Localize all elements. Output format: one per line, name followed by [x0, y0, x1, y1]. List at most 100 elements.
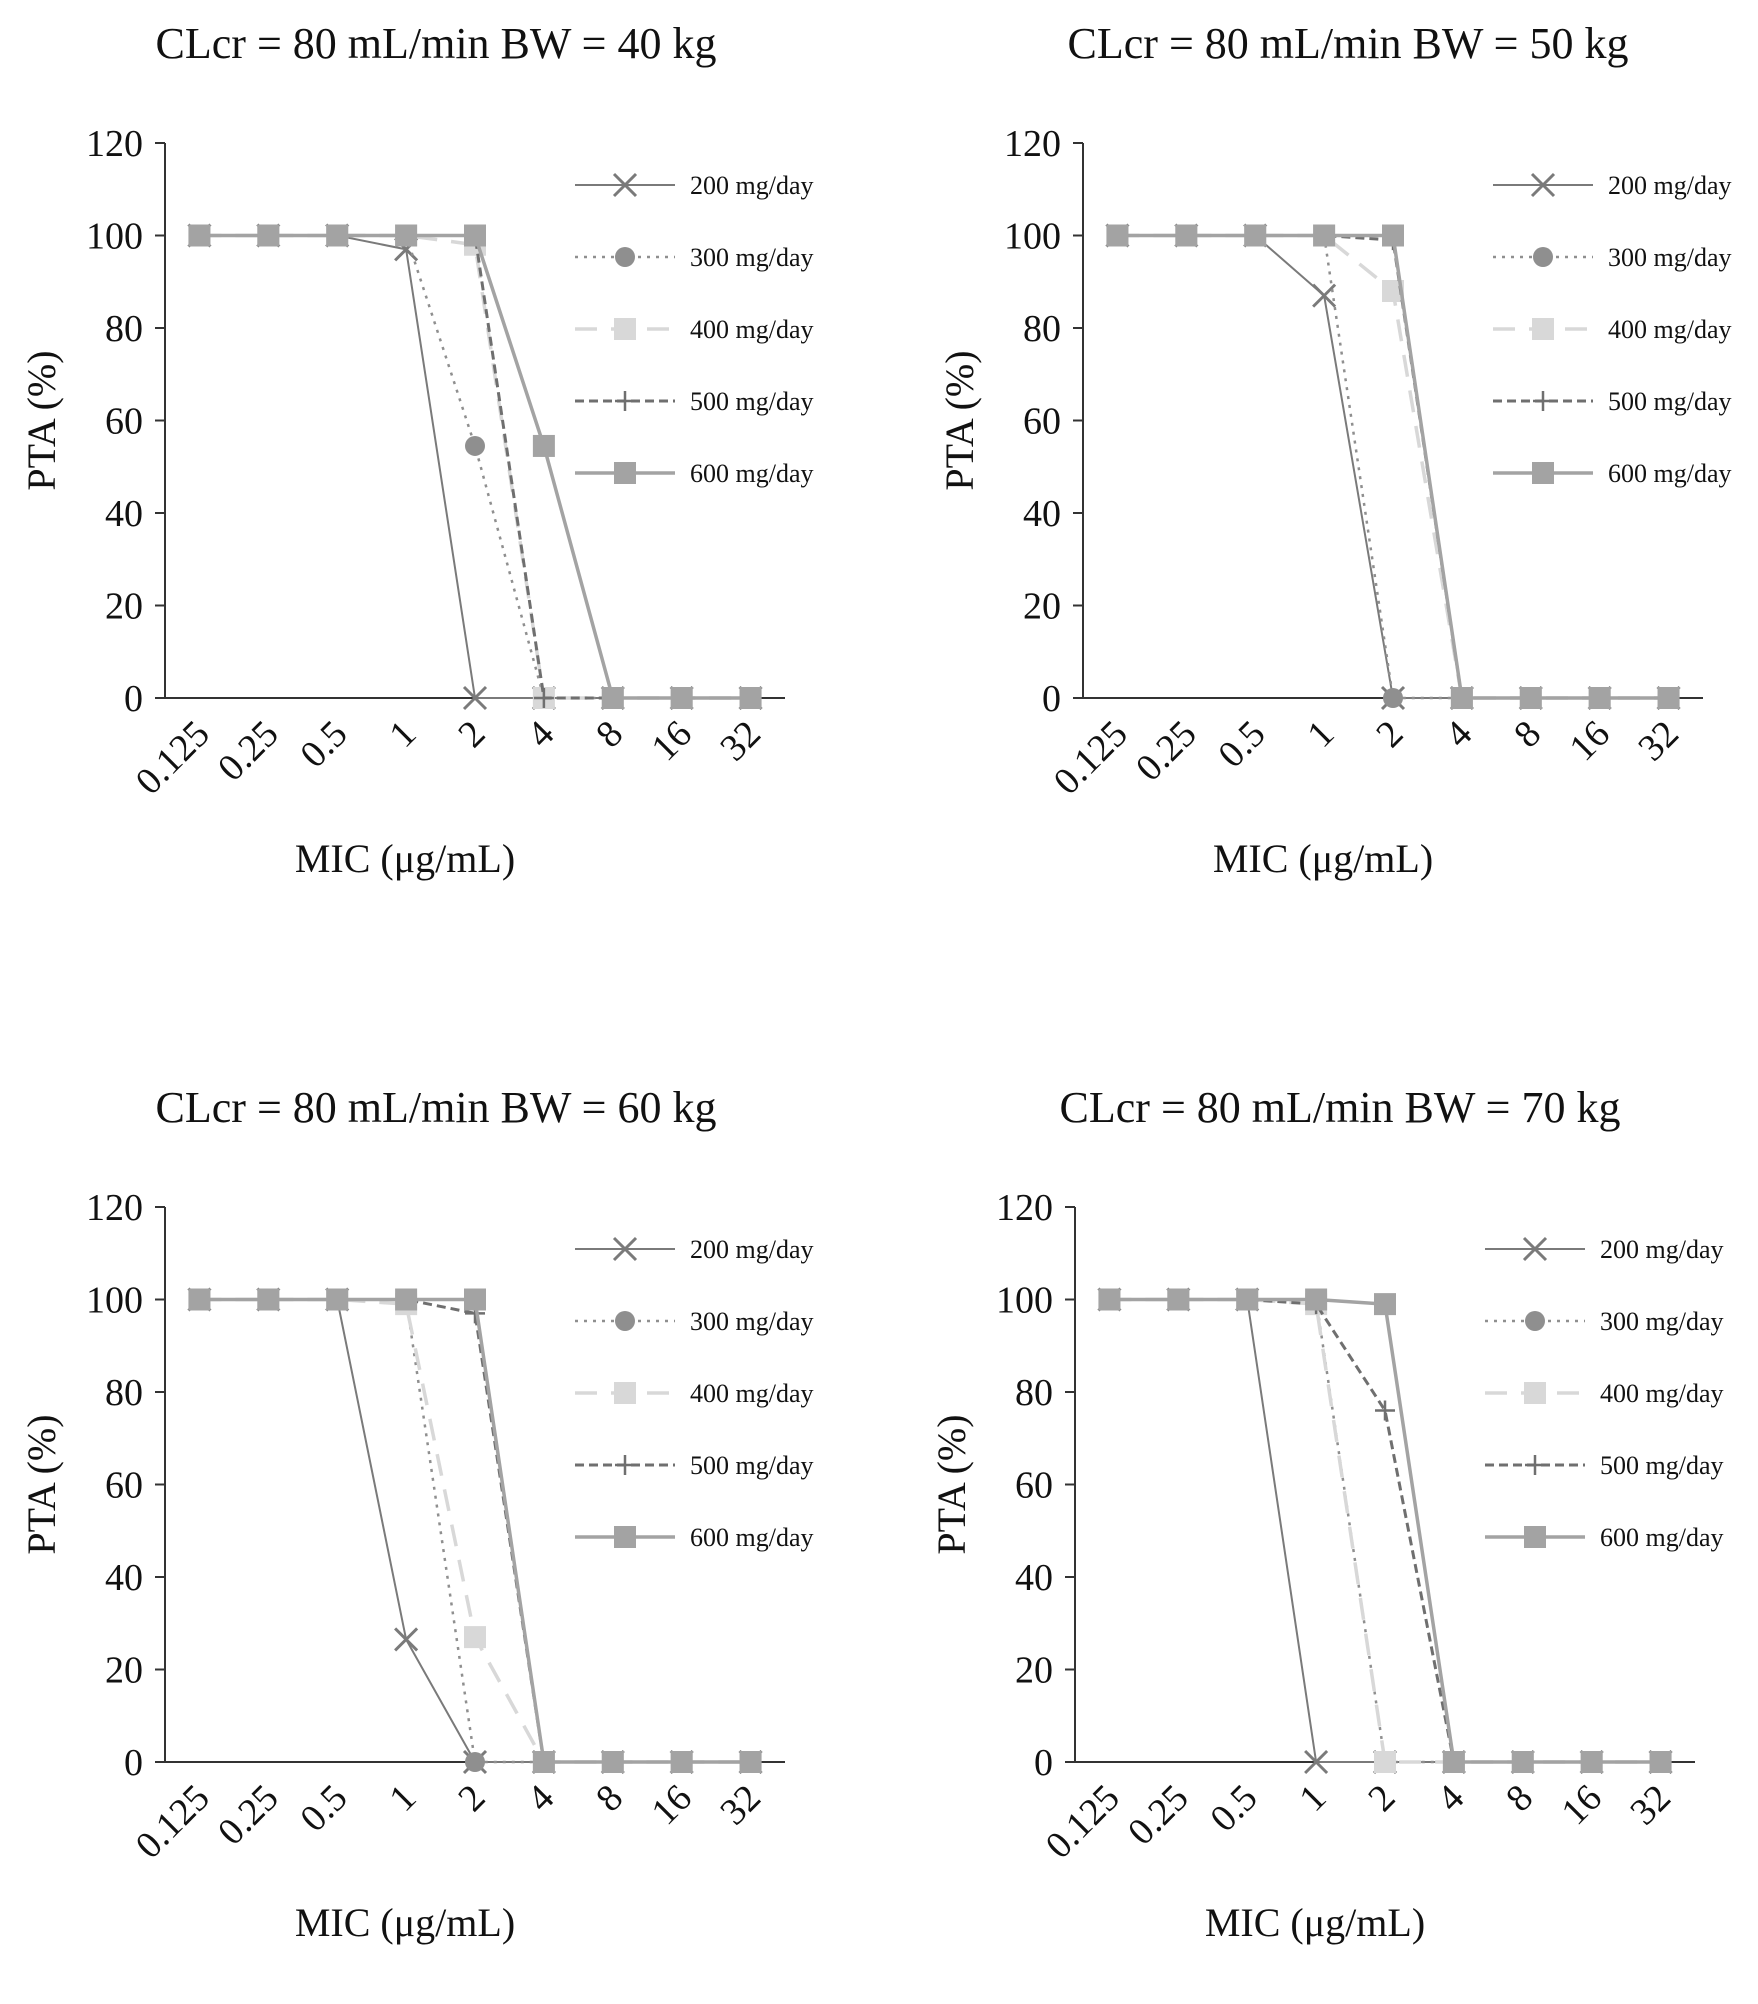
chart-title: CLcr = 80 mL/min BW = 70 kg: [1060, 1083, 1621, 1132]
data-point: [395, 224, 418, 247]
x-tick-label: 16: [1561, 713, 1618, 770]
data-point: [739, 1751, 762, 1773]
y-axis-label: PTA (%): [19, 1414, 64, 1554]
data-point: [601, 687, 624, 709]
legend-marker: [615, 1311, 635, 1331]
y-tick-label: 40: [1023, 493, 1061, 535]
x-tick-label: 0.25: [210, 713, 287, 790]
legend-entry: 600 mg/day: [1608, 459, 1732, 488]
data-point: [1236, 1288, 1259, 1311]
series-line: [1117, 233, 1669, 700]
x-tick-label: 4: [1437, 713, 1480, 756]
y-tick-label: 60: [1015, 1465, 1053, 1507]
y-tick-label: 120: [996, 1187, 1053, 1229]
data-point: [464, 224, 486, 247]
legend-marker: [1533, 247, 1553, 267]
legend-marker: [1525, 1311, 1545, 1331]
data-point: [464, 1288, 486, 1311]
data-point: [257, 1288, 280, 1311]
y-axis-label: PTA (%): [929, 1414, 974, 1554]
legend-marker: [614, 1382, 636, 1404]
data-point: [326, 224, 349, 247]
chart-title: CLcr = 80 mL/min BW = 60 kg: [156, 1083, 717, 1132]
data-point: [1313, 224, 1336, 247]
legend-marker: [1530, 172, 1556, 198]
x-tick-label: 16: [1553, 1777, 1610, 1834]
data-point: [465, 1752, 485, 1772]
y-axis-label: PTA (%): [19, 350, 64, 490]
data-point: [532, 434, 555, 457]
chart-title: CLcr = 80 mL/min BW = 50 kg: [1068, 19, 1629, 68]
x-tick-label: 0.25: [1120, 1777, 1197, 1854]
data-point: [1657, 687, 1680, 709]
data-point: [1450, 687, 1473, 709]
x-tick-label: 2: [450, 1777, 493, 1820]
y-tick-label: 100: [86, 216, 143, 258]
x-tick-label: 0.5: [292, 1777, 355, 1840]
data-point: [1167, 1288, 1190, 1311]
x-tick-label: 16: [643, 1777, 700, 1834]
data-point: [601, 1751, 624, 1773]
y-tick-label: 20: [105, 586, 143, 628]
series-600-mg-day: [1098, 1288, 1672, 1773]
legend: 200 mg/day 300 mg/day 400 mg/day 500 mg/day…: [1485, 1235, 1724, 1552]
data-point: [1511, 1751, 1534, 1773]
y-axis-label: PTA (%): [937, 350, 982, 490]
legend-entry: 500 mg/day: [1608, 387, 1732, 416]
y-tick-label: 80: [105, 1372, 143, 1414]
legend-marker: [615, 1455, 635, 1475]
y-tick-label: 40: [105, 1557, 143, 1599]
data-point: [1374, 1293, 1396, 1316]
series-600-mg-day: [1106, 224, 1680, 709]
legend-marker: [1533, 391, 1553, 411]
y-tick-label: 60: [1023, 401, 1061, 443]
data-point: [257, 224, 280, 247]
data-point: [1588, 687, 1611, 709]
y-tick-label: 20: [1023, 586, 1061, 628]
x-tick-label: 2: [1368, 713, 1411, 756]
series-400-mg-day: [188, 224, 762, 709]
legend-entry: 300 mg/day: [690, 1307, 814, 1336]
x-tick-label: 4: [519, 1777, 562, 1820]
legend-entry: 400 mg/day: [1600, 1379, 1724, 1408]
x-tick-label: 4: [519, 713, 562, 756]
legend-marker: [614, 318, 636, 340]
data-point: [1375, 1400, 1395, 1421]
series-400-mg-day: [188, 1288, 762, 1773]
y-tick-label: 0: [1034, 1742, 1053, 1784]
y-tick-label: 20: [1015, 1650, 1053, 1692]
data-point: [1106, 224, 1129, 247]
legend: 200 mg/day 300 mg/day 400 mg/day 500 mg/day…: [1493, 171, 1732, 488]
series-600-mg-day: [188, 224, 762, 709]
legend-marker: [1524, 1382, 1546, 1404]
x-tick-label: 8: [588, 713, 631, 756]
series-line: [199, 1297, 751, 1764]
y-tick-label: 60: [105, 401, 143, 443]
legend-entry: 400 mg/day: [1608, 315, 1732, 344]
series-line: [199, 234, 751, 700]
legend-marker: [1532, 318, 1554, 340]
x-tick-label: 1: [1299, 713, 1342, 756]
data-point: [326, 1288, 349, 1311]
x-tick-label: 1: [381, 1777, 424, 1820]
x-tick-label: 16: [643, 713, 700, 770]
legend-entry: 500 mg/day: [1600, 1451, 1724, 1480]
y-tick-label: 120: [1004, 123, 1061, 165]
series-line: [1109, 1297, 1661, 1764]
series-200-mg-day: [1097, 1287, 1673, 1775]
series-line: [1117, 234, 1669, 700]
data-point: [1312, 283, 1337, 308]
x-tick-label: 2: [1360, 1777, 1403, 1820]
data-point: [1649, 1751, 1672, 1773]
data-point: [465, 435, 485, 456]
series-line: [199, 1298, 751, 1763]
y-tick-label: 120: [86, 1187, 143, 1229]
y-tick-label: 40: [105, 493, 143, 535]
legend-entry: 600 mg/day: [690, 1523, 814, 1552]
x-tick-label: 1: [1291, 1777, 1334, 1820]
x-tick-label: 0.125: [128, 713, 218, 803]
x-axis-label: MIC (μg/mL): [295, 836, 515, 881]
legend-entry: 200 mg/day: [1600, 1235, 1724, 1264]
data-point: [1098, 1288, 1121, 1311]
legend-marker: [1525, 1455, 1545, 1475]
